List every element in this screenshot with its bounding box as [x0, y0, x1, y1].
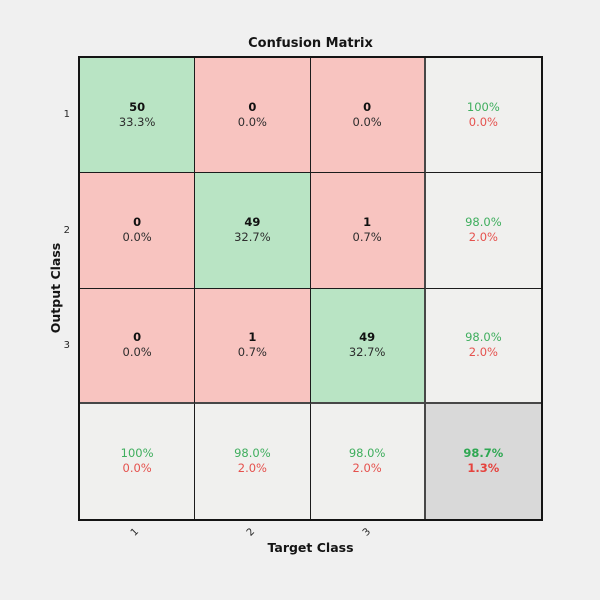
matrix-cell-r3c1: 0 0.0%	[80, 288, 196, 404]
matrix-cell-r3c2: 1 0.7%	[195, 288, 311, 404]
overall-accuracy: 98.7%	[463, 446, 504, 461]
summary-positive: 100%	[466, 100, 500, 115]
matrix-cell-r2c1: 0 0.0%	[80, 173, 196, 289]
cell-percent: 0.7%	[237, 345, 267, 360]
cell-percent: 0.0%	[122, 230, 152, 245]
y-axis-label: Output Class	[48, 242, 63, 334]
summary-positive: 98.0%	[348, 446, 386, 461]
row-summary-1: 100% 0.0%	[425, 58, 541, 174]
summary-positive: 98.0%	[465, 215, 502, 230]
matrix-cell-r2c3: 1 0.7%	[310, 173, 426, 289]
matrix-cell-r1c3: 0 0.0%	[310, 58, 426, 174]
cell-count: 1	[248, 330, 257, 345]
cell-count: 0	[133, 330, 142, 345]
overall-error: 1.3%	[467, 461, 500, 476]
summary-positive: 98.0%	[234, 446, 271, 461]
y-tick-2: 2	[63, 225, 70, 236]
summary-negative: 2.0%	[468, 345, 498, 360]
overall-accuracy-cell: 98.7% 1.3%	[425, 403, 541, 519]
col-summary-2: 98.0% 2.0%	[195, 403, 311, 519]
row-summary-3: 98.0% 2.0%	[425, 288, 541, 404]
matrix-cell-r3c3: 49 32.7%	[310, 288, 426, 404]
col-summary-1: 100% 0.0%	[80, 403, 196, 519]
cell-percent: 0.0%	[122, 345, 152, 360]
x-axis-label: Target Class	[267, 540, 354, 555]
summary-positive: 100%	[120, 446, 154, 461]
cell-percent: 32.7%	[348, 345, 386, 360]
cell-count: 50	[129, 100, 146, 115]
y-tick-1: 1	[63, 109, 70, 120]
row-summary-2: 98.0% 2.0%	[425, 173, 541, 289]
summary-negative: 2.0%	[468, 230, 498, 245]
summary-negative: 0.0%	[122, 461, 152, 476]
cell-count: 1	[363, 215, 372, 230]
cell-count: 49	[244, 215, 261, 230]
y-tick-3: 3	[63, 340, 70, 351]
matrix-cell-r1c1: 50 33.3%	[80, 58, 196, 174]
summary-negative: 2.0%	[352, 461, 382, 476]
matrix-cell-r1c2: 0 0.0%	[195, 58, 311, 174]
summary-negative: 2.0%	[237, 461, 267, 476]
cell-count: 0	[248, 100, 257, 115]
summary-negative: 0.0%	[468, 115, 498, 130]
cell-count: 49	[359, 330, 376, 345]
confusion-matrix-grid: 50 33.3% 0 0.0% 0 0.0% 100% 0.0% 0 0.0% …	[78, 56, 543, 521]
cell-percent: 0.0%	[352, 115, 382, 130]
cell-count: 0	[363, 100, 372, 115]
matrix-cell-r2c2: 49 32.7%	[195, 173, 311, 289]
cell-percent: 0.7%	[352, 230, 382, 245]
cell-count: 0	[133, 215, 142, 230]
cell-percent: 33.3%	[118, 115, 156, 130]
col-summary-3: 98.0% 2.0%	[310, 403, 426, 519]
cell-percent: 32.7%	[234, 230, 271, 245]
summary-positive: 98.0%	[465, 330, 502, 345]
cell-percent: 0.0%	[237, 115, 267, 130]
chart-title: Confusion Matrix	[248, 36, 373, 51]
